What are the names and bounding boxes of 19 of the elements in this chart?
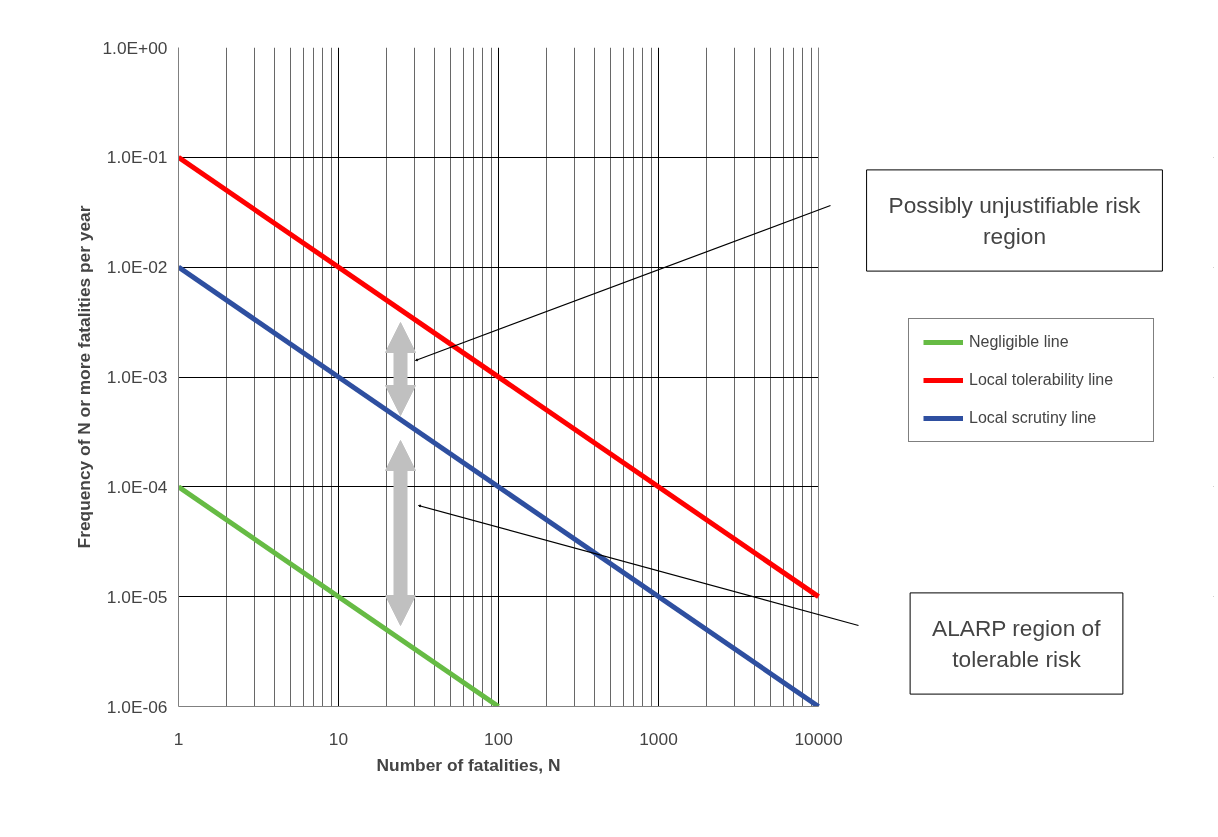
y-tick-label: 1.0E-01 [106, 147, 168, 168]
text: Possibly unjustifiable risk region [888, 191, 1142, 250]
y-tick-label: 1.0E-06 [106, 696, 168, 717]
legend-label: Local tolerability line [969, 371, 1115, 389]
legend-label: Local scrutiny line [969, 409, 1098, 427]
y-tick-label: 1.0E+00 [102, 37, 168, 58]
x-tick-label: 10 [328, 728, 349, 749]
y-tick-label: 1.0E-02 [106, 257, 168, 278]
legend-label: Negligible line [969, 333, 1070, 351]
y-tick-label: 1.0E-04 [106, 476, 168, 497]
x-tick-label: 1000 [639, 728, 678, 749]
y-axis-title: Frequency of N or more fatalities per year [74, 205, 95, 549]
text: ALARP region of tolerable risk [932, 614, 1102, 673]
x-tick-label: 100 [484, 728, 513, 749]
x-tick-label: 10000 [794, 728, 843, 749]
x-tick-label: 1 [173, 728, 184, 749]
x-axis-title: Number of fatalities, N [376, 754, 561, 775]
y-tick-label: 1.0E-05 [106, 586, 168, 607]
y-tick-label: 1.0E-03 [106, 367, 168, 387]
